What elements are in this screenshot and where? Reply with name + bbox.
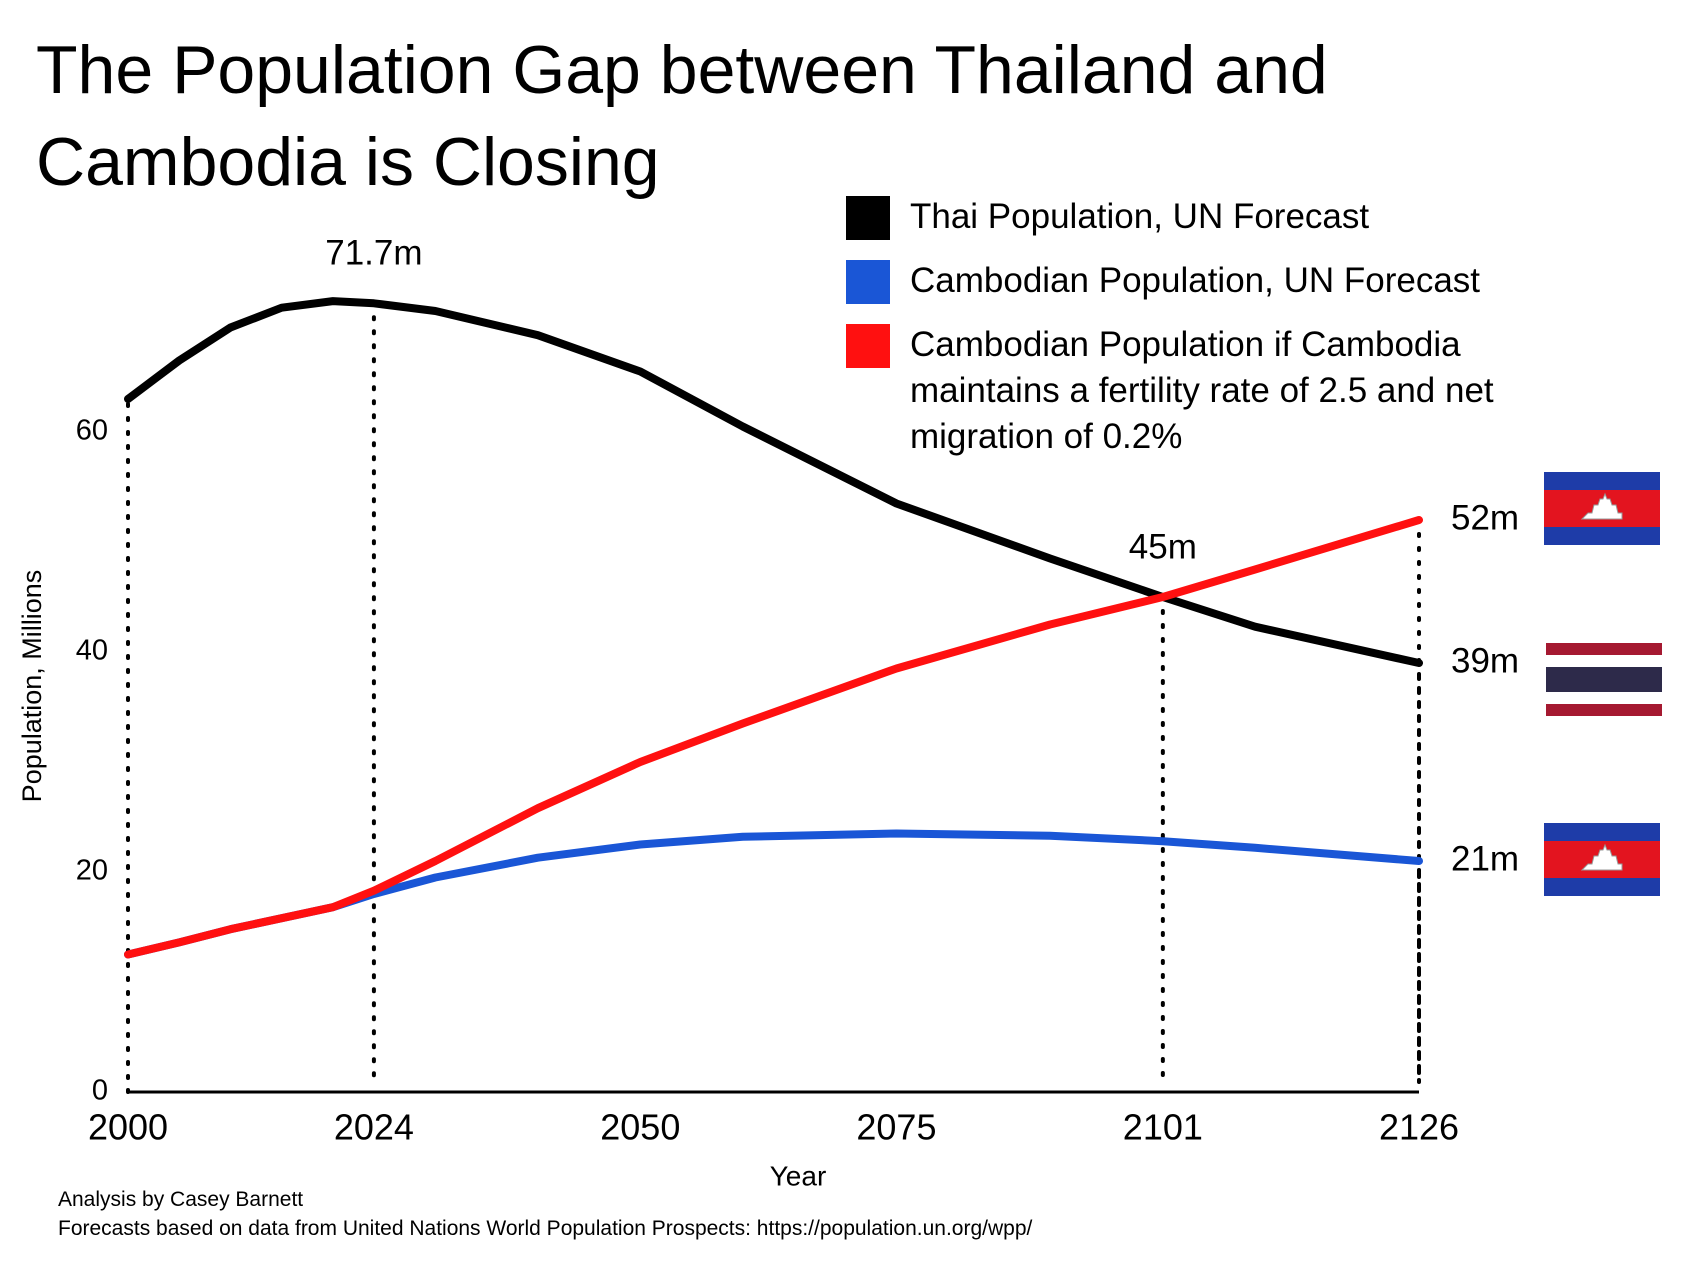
legend-swatch (846, 260, 890, 304)
x-tick-label: 2126 (1379, 1107, 1459, 1148)
series-line (124, 516, 1423, 959)
legend: Thai Population, UN Forecast Cambodian Po… (846, 196, 1566, 480)
series-line (124, 297, 1423, 667)
legend-item: Cambodian Population if Cambodia maintai… (846, 324, 1566, 460)
flag-thailand (1546, 643, 1662, 716)
legend-label: Cambodian Population if Cambodia maintai… (910, 325, 1494, 456)
x-tick-label: 2000 (88, 1107, 168, 1148)
y-tick-label: 0 (92, 1075, 108, 1107)
annotation: 52m (1451, 498, 1519, 537)
chart-title: The Population Gap between Thailand and … (36, 32, 1328, 200)
y-tick-label: 40 (76, 635, 108, 667)
x-tick-label: 2024 (334, 1107, 414, 1148)
x-tick-label: 2101 (1123, 1107, 1203, 1148)
annotation: 71.7m (325, 234, 422, 273)
annotation: 39m (1451, 641, 1519, 680)
legend-label: Thai Population, UN Forecast (910, 197, 1370, 236)
flag-cambodia (1544, 823, 1660, 896)
footnote: Analysis by Casey Barnett (58, 1188, 304, 1211)
annotation: 45m (1129, 527, 1197, 566)
x-tick-label: 2075 (856, 1107, 936, 1148)
legend-item: Thai Population, UN Forecast (846, 196, 1566, 240)
flag-cambodia (1544, 472, 1660, 545)
y-tick-label: 60 (76, 415, 108, 447)
legend-item: Cambodian Population, UN Forecast (846, 260, 1566, 304)
y-tick-label: 20 (76, 855, 108, 887)
legend-label: Cambodian Population, UN Forecast (910, 261, 1481, 300)
legend-swatch (846, 196, 890, 240)
y-axis-label: Population, Millions (17, 570, 47, 803)
annotation: 21m (1451, 839, 1519, 878)
x-axis-label: Year (770, 1160, 827, 1191)
x-tick-label: 2050 (600, 1107, 680, 1148)
series-line (124, 829, 1423, 959)
legend-swatch (846, 324, 890, 368)
footnote: Forecasts based on data from United Nati… (58, 1217, 1033, 1240)
